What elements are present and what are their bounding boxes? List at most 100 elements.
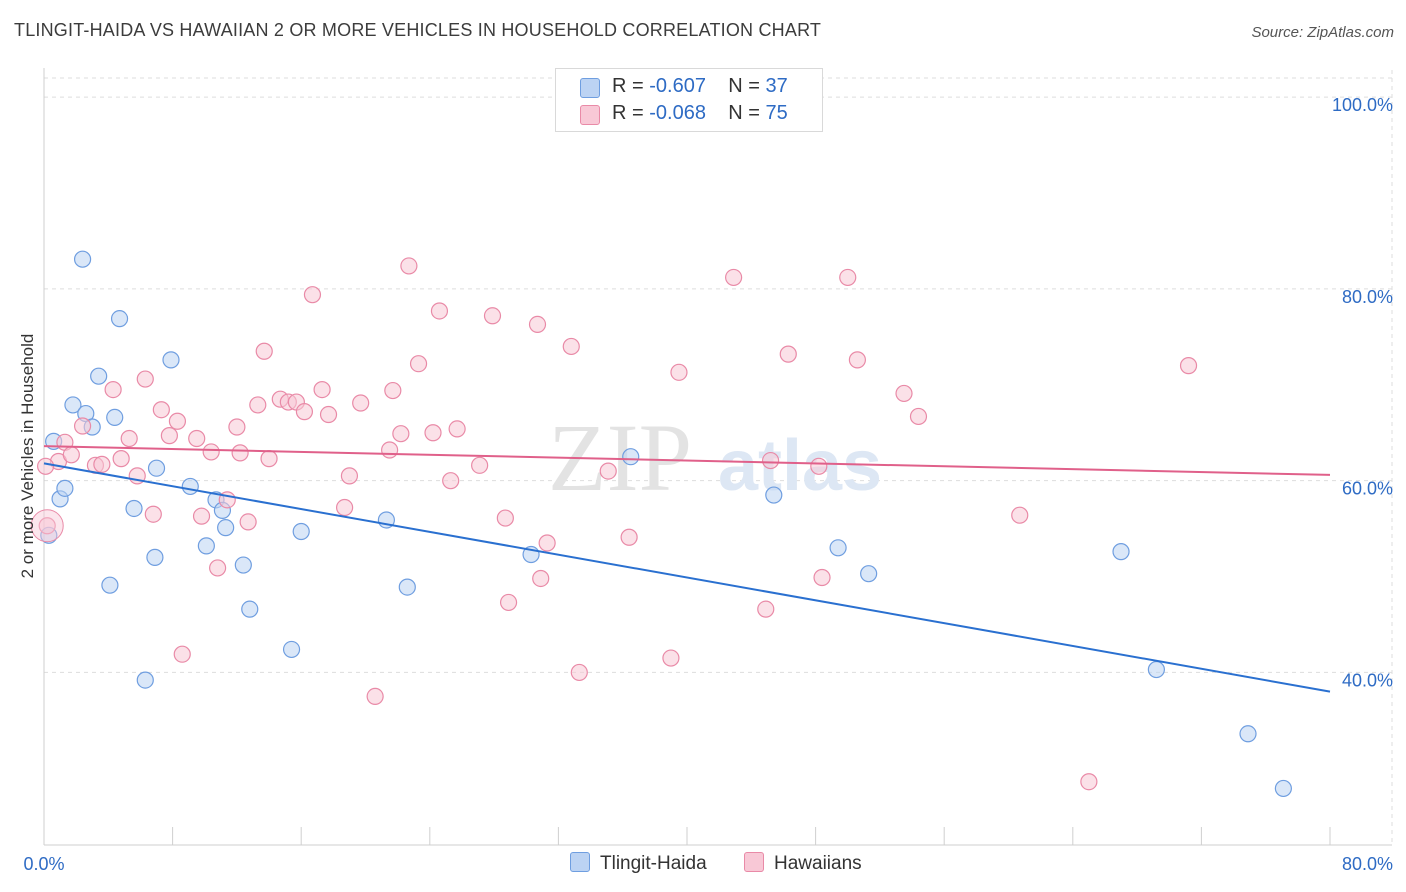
tlingit-point	[398, 578, 416, 596]
tlingit-point	[622, 448, 640, 466]
hawaiian-point	[313, 380, 331, 399]
legend-r-label: R =	[612, 75, 644, 97]
hawaiian-point	[303, 286, 322, 304]
watermark-atlas: atlas	[718, 426, 882, 506]
hawaiian-point	[810, 457, 828, 475]
hawaiian-point	[909, 407, 928, 426]
y-tick-label: 100.0%	[1332, 95, 1393, 115]
tlingit-point	[1239, 725, 1257, 743]
hawaiian-point	[430, 302, 449, 320]
hawaiian-point	[37, 457, 55, 475]
tlingit-point	[292, 522, 310, 541]
y-tick-label: 60.0%	[1342, 479, 1393, 499]
hawaiian-point	[499, 593, 518, 612]
hawaiian-point	[1080, 773, 1098, 791]
chart-title: TLINGIT-HAIDA VS HAWAIIAN 2 OR MORE VEHI…	[14, 20, 822, 40]
tlingit-point	[1147, 660, 1165, 679]
hawaiian-point	[384, 381, 402, 400]
hawaiian-point	[152, 401, 170, 419]
hawaiian-point	[570, 663, 588, 682]
tlingit-point	[197, 537, 215, 555]
hawaiian-point	[231, 444, 249, 462]
legend-r-value-hawaiians: -0.068	[649, 102, 706, 124]
source-label: Source: ZipAtlas.com	[1251, 24, 1394, 41]
trend-layer	[43, 445, 1331, 693]
legend-r-value-tlingit: -0.607	[649, 75, 706, 97]
tlingit-point	[73, 250, 92, 268]
hawaiian-point	[168, 412, 187, 430]
hawaiian-point	[532, 569, 550, 588]
hawaiian-point	[239, 513, 257, 531]
y-tick-label: 80.0%	[1342, 287, 1393, 307]
axes-layer	[43, 68, 1392, 846]
tlingit-point	[217, 519, 235, 537]
hawaiian-point	[528, 315, 547, 333]
legend-n-label: N =	[728, 75, 760, 97]
hawaiian-point	[538, 534, 556, 552]
tlingit-point	[136, 671, 154, 689]
tlingit-point	[90, 367, 108, 385]
hawaiian-point	[352, 394, 370, 412]
y-tick-label: 40.0%	[1342, 670, 1393, 690]
y-axis-label: 2 or more Vehicles in Household	[18, 334, 37, 579]
points-layer	[30, 250, 1292, 798]
tlingit-point	[110, 310, 129, 328]
hawaiian-point	[496, 509, 514, 527]
hawaiian-point	[340, 467, 359, 485]
hawaiian-point	[62, 446, 80, 464]
hawaiian-point	[839, 268, 857, 287]
hawaiian-point	[93, 455, 111, 473]
tlingit-point	[146, 548, 164, 566]
hawaiian-point	[319, 405, 338, 424]
hawaiian-point	[1179, 357, 1198, 375]
hawaiian-point	[483, 307, 502, 325]
bottom-legend-swatch-hawaiians	[744, 852, 764, 872]
hawaiian-point	[73, 417, 92, 435]
hawaiian-point	[620, 528, 638, 546]
tlingit-point	[64, 396, 82, 414]
hawaiian-point	[895, 384, 913, 403]
hawaiian-point	[761, 451, 780, 470]
tlingit-point	[106, 408, 124, 426]
tlingit-point	[765, 486, 783, 504]
hawaiian-point	[255, 342, 273, 360]
legend-n-label: N =	[728, 102, 760, 124]
hawaiian-point	[662, 649, 680, 667]
hawaiian-point	[1011, 506, 1029, 524]
hawaiian-point	[336, 498, 354, 517]
bottom-legend-tlingit: Tlingit-Haida	[570, 852, 707, 875]
watermark: ZIP atlas	[548, 404, 882, 511]
bottom-legend-hawaiians: Hawaiians	[744, 852, 862, 875]
hawaiian-point	[160, 427, 178, 445]
hawaiian-point	[192, 507, 211, 525]
hawaiian-point	[400, 257, 418, 275]
correlation-legend: R = -0.607 N = 37 R = -0.068 N = 75	[555, 68, 823, 132]
hawaiian-point	[188, 429, 206, 448]
hawaiian-point	[144, 505, 162, 523]
grid-layer	[44, 70, 1393, 845]
legend-n-value-hawaiians: 75	[765, 102, 788, 124]
hawaiian-point	[209, 559, 227, 577]
bottom-legend-swatch-tlingit	[570, 852, 590, 872]
hawaiian-point	[599, 462, 617, 480]
legend-swatch-tlingit	[580, 78, 600, 98]
hawaiian-point	[442, 472, 460, 490]
legend-swatch-hawaiians	[580, 105, 600, 125]
hawaiian-point	[104, 380, 122, 399]
bottom-legend-label-hawaiians: Hawaiians	[774, 853, 862, 874]
hawaiian-point	[725, 268, 743, 287]
hawaiian-point	[260, 450, 278, 468]
tlingit-point	[282, 640, 301, 659]
hawaiian-point	[112, 450, 130, 468]
tlingit-point	[1274, 779, 1292, 798]
hawaiian-point	[202, 443, 220, 461]
hawaiian-point	[38, 517, 56, 535]
hawaiian-point	[136, 370, 154, 388]
hawaiian-trend-line	[43, 445, 1331, 476]
bottom-legend-label-tlingit: Tlingit-Haida	[600, 853, 707, 874]
legend-r-label: R =	[612, 102, 644, 124]
hawaiian-point	[424, 424, 442, 442]
hawaiian-point	[448, 420, 466, 438]
tlingit-point	[1112, 543, 1130, 561]
